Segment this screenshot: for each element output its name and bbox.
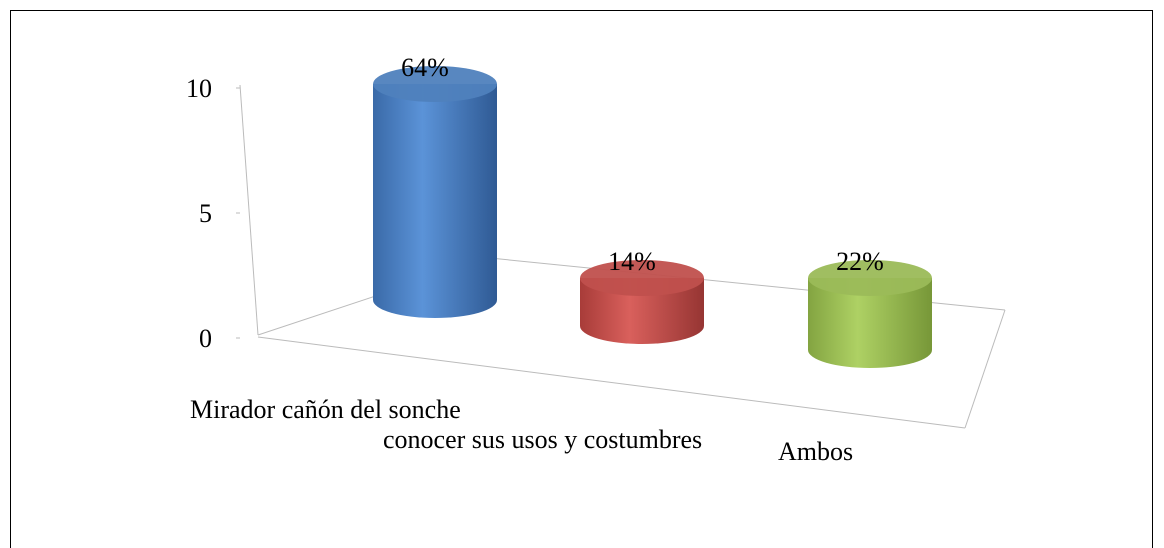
data-label: 64%	[401, 53, 449, 82]
bar	[580, 260, 704, 344]
data-label: 14%	[608, 247, 656, 276]
y-tick-label: 10	[186, 74, 212, 103]
frame	[10, 10, 1153, 548]
bar-top	[808, 260, 932, 296]
x-tick-label: Ambos	[778, 437, 853, 466]
y-tick-label: 5	[199, 199, 212, 228]
bar	[808, 260, 932, 368]
bar-body	[808, 278, 932, 368]
bar-body	[373, 84, 497, 318]
x-tick-label: conocer sus usos y costumbres	[383, 425, 702, 454]
x-tick-label: Mirador cañón del sonche	[190, 395, 461, 424]
y-tick-label: 0	[199, 324, 212, 353]
data-label: 22%	[836, 247, 884, 276]
bar	[373, 66, 497, 318]
bar-top	[580, 260, 704, 296]
bar-top	[373, 66, 497, 102]
bar-body	[580, 278, 704, 344]
